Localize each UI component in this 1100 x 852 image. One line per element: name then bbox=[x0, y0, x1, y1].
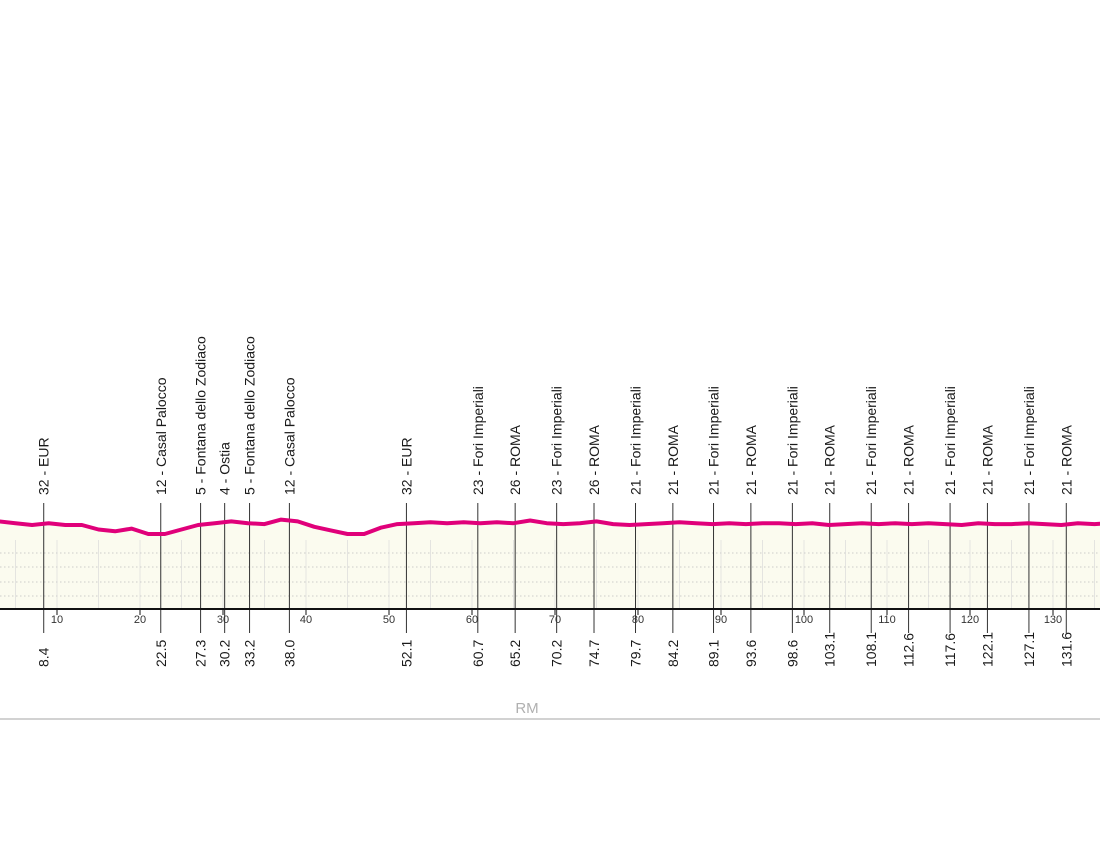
x-axis-tick-label: 10 bbox=[51, 614, 63, 626]
x-axis-tick-label: 90 bbox=[715, 614, 727, 626]
waypoint-km-label: 33.2 bbox=[242, 640, 258, 667]
waypoint-label: 4 - Ostia bbox=[217, 442, 233, 495]
waypoint-label: 21 - ROMA bbox=[665, 424, 681, 495]
waypoint-km-label: 74.7 bbox=[586, 640, 602, 667]
waypoint-km-label: 60.7 bbox=[470, 640, 486, 667]
waypoint-km-label: 84.2 bbox=[665, 640, 681, 667]
footer-layer: RM bbox=[0, 700, 1100, 720]
x-axis-tick-label: 110 bbox=[878, 614, 896, 626]
x-axis-tick-label: 120 bbox=[961, 614, 979, 626]
waypoint-km-label: 70.2 bbox=[549, 640, 565, 667]
waypoint-km-label: 98.6 bbox=[784, 640, 800, 667]
waypoint-label: 5 - Fontana dello Zodiaco bbox=[242, 336, 258, 495]
waypoint-km-label: 103.1 bbox=[822, 632, 838, 667]
x-axis-tick-label: 70 bbox=[549, 614, 561, 626]
waypoint-km-label: 108.1 bbox=[863, 632, 879, 667]
x-axis-tick-label: 40 bbox=[300, 614, 312, 626]
waypoint-label: 23 - Fori Imperiali bbox=[549, 386, 565, 495]
waypoint-label: 21 - Fori Imperiali bbox=[1021, 386, 1037, 495]
waypoint-km-label: 27.3 bbox=[193, 640, 209, 667]
waypoint-label: 32 - EUR bbox=[36, 437, 52, 495]
waypoint-km-label: 89.1 bbox=[706, 640, 722, 667]
profile-line-layer bbox=[0, 517, 1100, 536]
profile-fill-layer bbox=[0, 519, 1100, 609]
x-axis-tick-label: 60 bbox=[466, 614, 478, 626]
x-axis-tick-label: 50 bbox=[383, 614, 395, 626]
waypoint-label: 21 - Fori Imperiali bbox=[628, 386, 644, 495]
grid-layer bbox=[0, 540, 1100, 609]
x-axis-tick-label: 30 bbox=[217, 614, 229, 626]
waypoint-km-label: 131.6 bbox=[1058, 632, 1074, 667]
x-axis-layer: 10 20 30 40 50 60 70 80 90 100 110 120 130 bbox=[0, 608, 1100, 626]
waypoint-label: 12 - Casal Palocco bbox=[153, 377, 169, 495]
waypoint-km-label: 117.6 bbox=[942, 633, 958, 667]
waypoint-km-label: 136.5 bbox=[1099, 632, 1100, 667]
waypoint-label: 21 - Fori Imperiali bbox=[784, 386, 800, 495]
waypoint-km-label: 93.6 bbox=[743, 640, 759, 667]
profile-line bbox=[0, 517, 1100, 536]
chart-root: 10 20 30 40 50 60 70 80 90 100 110 120 130 32 - EUR 8… bbox=[0, 336, 1100, 720]
waypoint-km-label: 8.4 bbox=[36, 647, 52, 667]
waypoint-km-label: 79.7 bbox=[628, 640, 644, 667]
waypoint-label: 32 - EUR bbox=[398, 437, 414, 495]
waypoint-label: 12 - Casal Palocco bbox=[281, 377, 297, 495]
x-axis-tick-label: 80 bbox=[632, 614, 644, 626]
waypoint-label: 26 - ROMA bbox=[507, 424, 523, 495]
waypoint-label: 23 - Fori Imperiali bbox=[470, 386, 486, 495]
profile-fill-area bbox=[0, 519, 1100, 609]
waypoint-km-label: 52.1 bbox=[398, 640, 414, 667]
region-label: RM bbox=[515, 700, 538, 717]
waypoint-km-label: 112.6 bbox=[901, 633, 917, 667]
x-axis-tick-label: 20 bbox=[134, 614, 146, 626]
waypoint-label: 21 - ROMA bbox=[979, 424, 995, 495]
waypoint-km-label: 127.1 bbox=[1021, 632, 1037, 667]
waypoint-km-label: 22.5 bbox=[153, 640, 169, 667]
waypoint-label: 21 - Fori Imperiali bbox=[1099, 386, 1100, 495]
x-axis-tick-label: 130 bbox=[1044, 614, 1062, 626]
waypoint-label: 26 - ROMA bbox=[586, 424, 602, 495]
waypoint-label: 21 - Fori Imperiali bbox=[863, 386, 879, 495]
waypoint-label: 21 - ROMA bbox=[901, 424, 917, 495]
waypoint-km-label: 122.1 bbox=[979, 632, 995, 667]
waypoint-label: 21 - Fori Imperiali bbox=[706, 386, 722, 495]
waypoint-km-label: 38.0 bbox=[281, 640, 297, 667]
waypoint-label: 21 - Fori Imperiali bbox=[942, 386, 958, 495]
waypoint-label: 5 - Fontana dello Zodiaco bbox=[193, 336, 209, 495]
waypoint-km-label: 65.2 bbox=[507, 640, 523, 667]
x-axis-tick-label: 100 bbox=[795, 614, 813, 626]
waypoint-label: 21 - ROMA bbox=[822, 424, 838, 495]
waypoint-labels-layer: 32 - EUR 8.4 12 - Casal Palocco 22.5 5 - Fon… bbox=[36, 336, 1100, 667]
waypoint-label: 21 - ROMA bbox=[743, 424, 759, 495]
waypoint-label: 21 - ROMA bbox=[1058, 424, 1074, 495]
waypoint-km-label: 30.2 bbox=[217, 640, 233, 667]
